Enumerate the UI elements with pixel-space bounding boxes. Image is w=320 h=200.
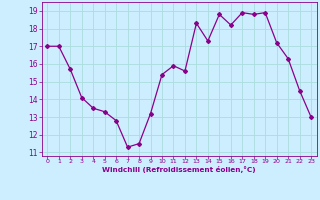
X-axis label: Windchill (Refroidissement éolien,°C): Windchill (Refroidissement éolien,°C) — [102, 166, 256, 173]
